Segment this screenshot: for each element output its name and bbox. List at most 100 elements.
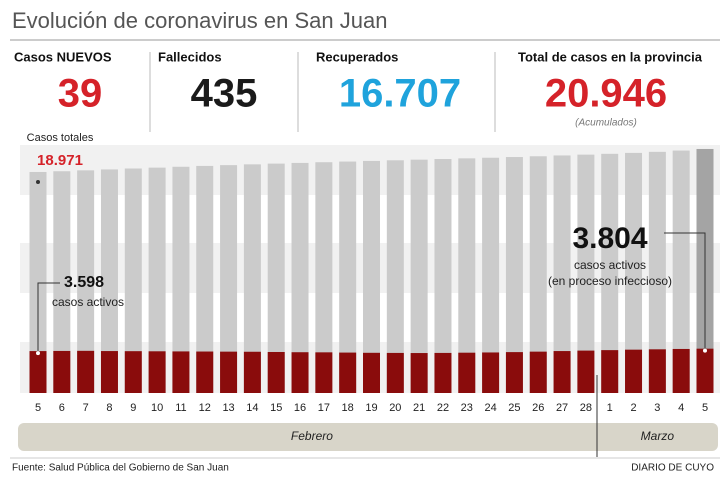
- leader-line: [664, 232, 706, 351]
- active-bar: [196, 351, 214, 393]
- active-bar: [529, 351, 547, 393]
- x-tick-label: 24: [484, 402, 496, 414]
- x-tick-label: 1: [607, 402, 613, 414]
- active-bar: [672, 348, 690, 393]
- total-bar: [291, 162, 309, 393]
- x-tick-label: 25: [508, 402, 520, 414]
- total-bar: [267, 163, 285, 393]
- stat-value: 39: [58, 72, 103, 116]
- stat-value: 16.707: [339, 72, 461, 116]
- active-bar: [625, 349, 643, 393]
- active-bar: [172, 351, 190, 393]
- total-bar: [100, 169, 118, 393]
- total-bar: [648, 151, 666, 393]
- active-bar: [386, 352, 404, 393]
- total-bar: [482, 157, 500, 393]
- annotation: casos activos: [574, 258, 646, 272]
- active-bar: [363, 352, 380, 393]
- data-label: 3.598: [64, 274, 104, 291]
- x-tick-label: 8: [106, 402, 112, 414]
- marker-dot: [36, 351, 40, 356]
- x-tick-label: 11: [175, 402, 186, 414]
- stat-label: Recuperados: [316, 49, 398, 64]
- chart-title: Evolución de coronavirus en San Juan: [12, 8, 387, 33]
- active-bar: [243, 351, 261, 393]
- x-tick-label: 18: [342, 402, 354, 414]
- x-tick-label: 20: [389, 402, 401, 414]
- total-bar: [172, 166, 190, 393]
- month-label: Marzo: [641, 429, 675, 443]
- active-bar: [410, 353, 428, 393]
- x-tick-label: 19: [365, 402, 377, 414]
- total-bar: [220, 165, 238, 393]
- total-bar: [577, 154, 595, 393]
- marker-dot: [703, 348, 707, 353]
- total-bar: [458, 158, 476, 393]
- x-tick-label: 17: [318, 402, 330, 414]
- active-bar: [553, 351, 571, 393]
- data-label: 18.971: [37, 152, 83, 169]
- x-tick-label: 5: [702, 402, 708, 414]
- active-bar: [339, 352, 357, 393]
- total-bar: [601, 153, 619, 393]
- stat-value: 20.946: [545, 72, 667, 116]
- total-bar: [410, 159, 428, 393]
- marker-dot: [36, 179, 40, 184]
- data-label: 3.804: [572, 222, 647, 255]
- total-bar: [53, 171, 71, 393]
- stat-note: (Acumulados): [575, 118, 637, 129]
- total-bar: [77, 170, 95, 393]
- x-tick-label: 7: [83, 402, 89, 414]
- total-bar: [124, 168, 142, 393]
- active-bar: [77, 350, 95, 393]
- x-tick-label: 4: [678, 402, 684, 414]
- annotation: (en proceso infeccioso): [548, 274, 672, 288]
- x-tick-label: 15: [270, 402, 282, 414]
- total-bar: [29, 171, 47, 393]
- stat-label: Total de casos en la provincia: [518, 49, 703, 64]
- active-bar: [696, 348, 714, 393]
- total-bar: [339, 161, 357, 393]
- active-bar: [577, 350, 595, 393]
- active-bar: [124, 351, 142, 393]
- x-tick-label: 26: [532, 402, 544, 414]
- month-band: [18, 423, 718, 451]
- total-bar: [672, 150, 690, 393]
- active-bar: [434, 352, 452, 393]
- source: Fuente: Salud Pública del Gobierno de Sa…: [12, 463, 229, 474]
- x-tick-label: 16: [294, 402, 306, 414]
- active-bar: [648, 349, 666, 393]
- active-bar: [148, 351, 166, 393]
- active-bar: [482, 352, 500, 393]
- annotation: Casos totales: [27, 132, 94, 144]
- stat-value: 435: [191, 72, 258, 116]
- total-bar: [505, 157, 523, 393]
- x-tick-label: 27: [556, 402, 568, 414]
- active-bar: [458, 352, 476, 393]
- x-tick-label: 22: [437, 402, 449, 414]
- month-label: Febrero: [291, 429, 333, 443]
- active-bar: [315, 352, 333, 393]
- total-bar: [148, 167, 166, 393]
- total-bar: [553, 155, 571, 393]
- total-bar: [315, 162, 333, 393]
- active-bar: [220, 351, 238, 393]
- total-bar: [434, 159, 452, 393]
- stat-label: Casos NUEVOS: [14, 49, 112, 64]
- x-tick-label: 14: [246, 402, 258, 414]
- total-bar: [386, 160, 404, 393]
- total-bar: [625, 152, 643, 393]
- x-tick-label: 3: [654, 402, 660, 414]
- x-tick-label: 12: [199, 402, 211, 414]
- total-bar: [243, 164, 261, 393]
- x-tick-label: 13: [222, 402, 234, 414]
- annotation: casos activos: [52, 295, 124, 309]
- stat-label: Fallecidos: [158, 49, 222, 64]
- x-tick-label: 9: [130, 402, 136, 414]
- leader-line: [37, 282, 60, 354]
- x-tick-label: 2: [630, 402, 636, 414]
- x-tick-label: 28: [580, 402, 592, 414]
- active-bar: [53, 350, 71, 393]
- x-tick-label: 6: [59, 402, 65, 414]
